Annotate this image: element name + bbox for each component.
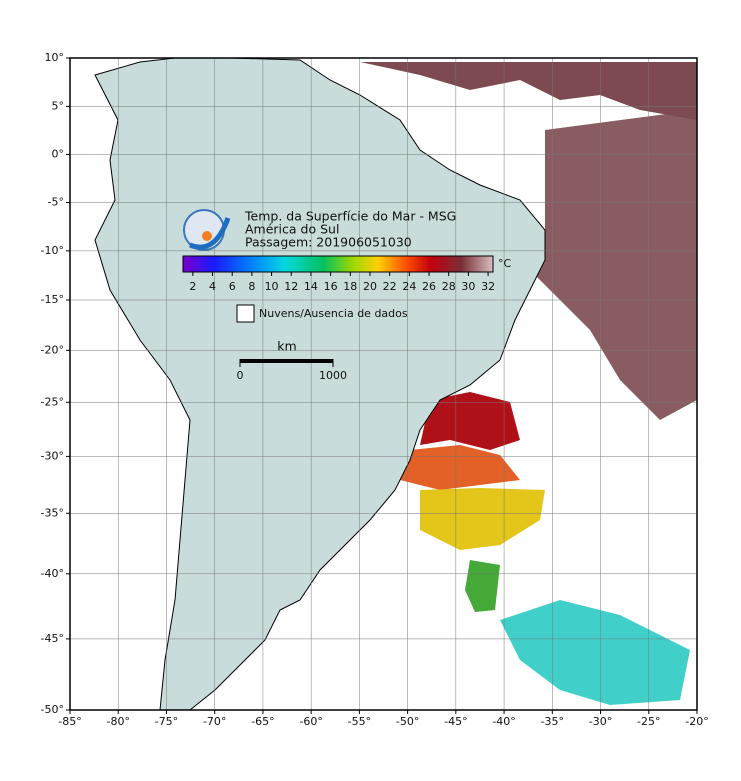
sst-red [420, 392, 520, 450]
logo-dot [202, 231, 212, 241]
x-tick-label: -80° [106, 715, 129, 728]
y-tick-label: -40° [41, 567, 64, 580]
colorbar-tick-label: 8 [248, 280, 255, 293]
colorbar-tick-label: 26 [422, 280, 436, 293]
colorbar-tick-label: 32 [481, 280, 495, 293]
scale-label: 1000 [319, 369, 347, 382]
x-tick-label: -25° [637, 715, 660, 728]
colorbar-unit: °C [498, 257, 512, 270]
sst-warm-north [360, 62, 697, 120]
colorbar-tick-label: 18 [343, 280, 357, 293]
colorbar-tick-label: 22 [383, 280, 397, 293]
y-tick-label: -45° [41, 632, 64, 645]
y-tick-label: -50° [41, 703, 64, 716]
logo-globe [183, 209, 225, 251]
y-tick-label: 5° [52, 99, 65, 112]
x-tick-label: -85° [58, 715, 81, 728]
legend-swatch [236, 304, 255, 323]
map-area [70, 58, 697, 710]
x-tick-label: -65° [251, 715, 274, 728]
sst-yellow [420, 488, 545, 550]
x-tick-label: -40° [492, 715, 515, 728]
x-tick-label: -60° [299, 715, 322, 728]
x-tick-label: -55° [348, 715, 371, 728]
colorbar-tick-label: 6 [229, 280, 236, 293]
x-tick-label: -50° [396, 715, 419, 728]
x-tick-label: -35° [541, 715, 564, 728]
y-tick-label: -10° [41, 244, 64, 257]
y-tick-label: -20° [41, 343, 64, 356]
x-tick-label: -20° [685, 715, 708, 728]
scale-unit: km [277, 339, 296, 354]
continent [94, 58, 546, 710]
colorbar-tick-label: 2 [189, 280, 196, 293]
y-tick-label: -30° [41, 449, 64, 462]
pass-time: Passagem: 201906051030 [245, 235, 412, 250]
colorbar-tick-label: 30 [461, 280, 475, 293]
colorbar-tick-label: 28 [442, 280, 456, 293]
colorbar-tick-label: 16 [324, 280, 338, 293]
colorbar [182, 255, 494, 273]
y-tick-label: -35° [41, 506, 64, 519]
overlay: -85° -80° -75° -70° -65° -60° -55° -50° -45° -40°… [41, 51, 709, 728]
sst-cyan [500, 600, 690, 705]
y-tick-label: 0° [52, 147, 65, 160]
colorbar-tick-label: 12 [284, 280, 298, 293]
x-tick-label: -70° [203, 715, 226, 728]
colorbar-tick-label: 10 [265, 280, 279, 293]
legend-label: Nuvens/Ausencia de dados [259, 307, 408, 320]
colorbar-tick-label: 4 [209, 280, 216, 293]
y-tick-label: -25° [41, 395, 64, 408]
y-tick-label: -5° [48, 195, 64, 208]
map-frame [69, 57, 698, 711]
colorbar-tick-label: 20 [363, 280, 377, 293]
subtitle: América do Sul [245, 222, 339, 237]
colorbar-tick-label: 24 [402, 280, 416, 293]
title: Temp. da Superfície do Mar - MSG [244, 209, 456, 224]
logo-swoosh [189, 217, 231, 250]
grid [70, 58, 697, 710]
y-tick-label: -15° [41, 293, 64, 306]
scale-label: 0 [237, 369, 244, 382]
logo [183, 209, 231, 251]
sst-warm-east [530, 110, 697, 420]
x-tick-label: -75° [155, 715, 178, 728]
x-tick-label: -30° [589, 715, 612, 728]
colorbar-tick-label: 14 [304, 280, 318, 293]
sst-green [465, 560, 500, 612]
x-tick-label: -45° [444, 715, 467, 728]
y-tick-label: 10° [45, 51, 65, 64]
scale-bar [240, 359, 333, 363]
sst-orange [400, 445, 520, 490]
